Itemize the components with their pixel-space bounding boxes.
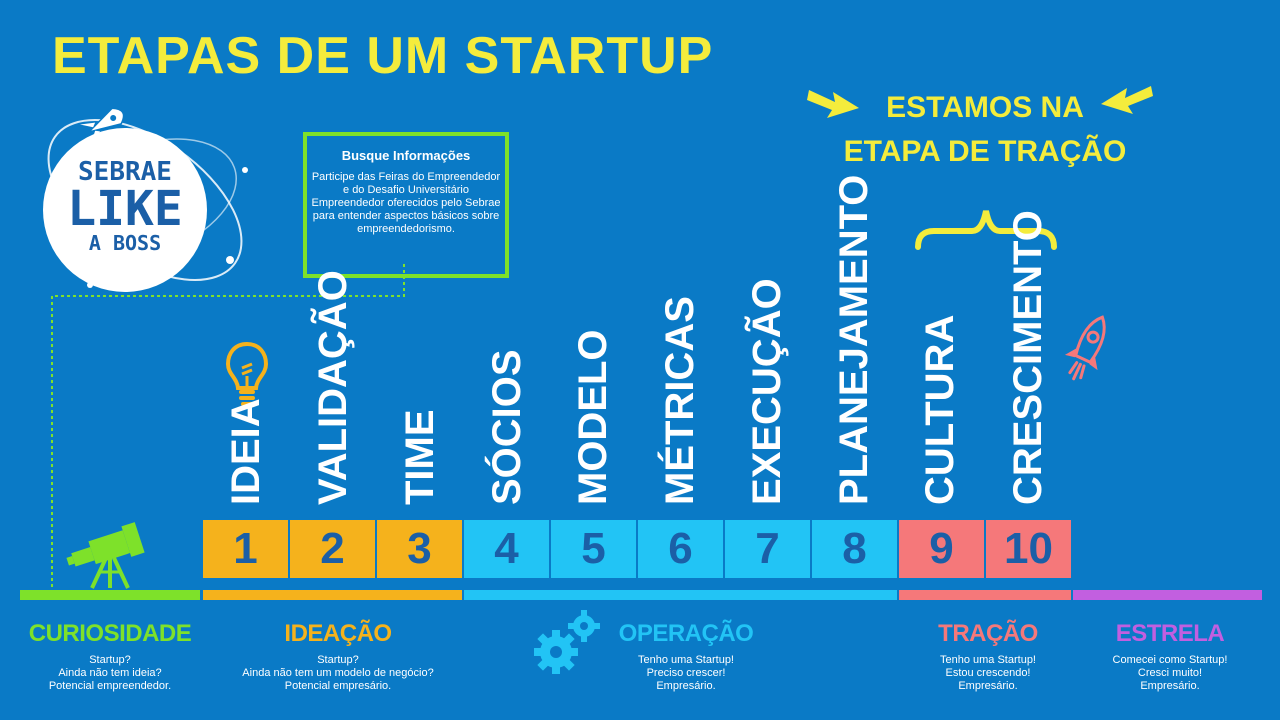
phase-curiosidade: CURIOSIDADE Startup? Ainda não tem ideia?… bbox=[0, 620, 230, 693]
stage-number-2: 2 bbox=[290, 520, 375, 578]
stage-number-8: 8 bbox=[812, 520, 897, 578]
phase-bar-operacao bbox=[464, 590, 897, 600]
info-box: Busque Informações Participe das Feiras … bbox=[303, 132, 509, 278]
phase-description: Tenho uma Startup! Estou crescendo! Empres… bbox=[939, 654, 1036, 692]
phase-ideacao: IDEAÇÃO Startup? Ainda não tem um modelo … bbox=[218, 620, 458, 693]
phase-name: ESTRELA bbox=[1115, 620, 1225, 647]
stage-number-10: 10 bbox=[986, 520, 1071, 578]
gears-icon bbox=[534, 610, 600, 674]
stage-label-3: TIME bbox=[398, 409, 442, 505]
phase-description: Startup? Ainda não tem ideia? Potencial em… bbox=[48, 654, 172, 692]
info-box-body: Participe das Feiras do Empreendedor e d… bbox=[311, 171, 501, 235]
brace-icon bbox=[915, 210, 1057, 250]
sebrae-logo: SEBRAE LIKE A BOSS bbox=[43, 119, 248, 292]
stage-label-6: MÉTRICAS bbox=[658, 296, 702, 505]
page-title: ETAPAS DE UM STARTUP bbox=[52, 27, 714, 85]
stage-number-3: 3 bbox=[377, 520, 462, 578]
phase-description: Comecei como Startup! Cresci muito! Empres… bbox=[1112, 654, 1228, 692]
logo-line-1: SEBRAE bbox=[78, 157, 172, 187]
stage-label-5: MODELO bbox=[571, 329, 615, 505]
phase-bar-tracao bbox=[899, 590, 1071, 600]
logo-line-2: LIKE bbox=[67, 181, 183, 237]
phase-name: IDEAÇÃO bbox=[284, 620, 392, 647]
callout-text: ESTAMOS NA ETAPA DE TRAÇÃO bbox=[820, 86, 1150, 174]
phase-bar-estrela bbox=[1073, 590, 1262, 600]
stage-label-9: CULTURA bbox=[918, 314, 962, 505]
stage-number-6: 6 bbox=[638, 520, 723, 578]
phase-estrela: ESTRELA Comecei como Startup! Cresci muit… bbox=[1050, 620, 1280, 693]
stage-number-4: 4 bbox=[464, 520, 549, 578]
arrow-left-icon bbox=[1101, 86, 1153, 114]
lightbulb-icon bbox=[225, 341, 269, 406]
stage-label-10: CRESCIMENTO bbox=[1006, 210, 1050, 505]
phase-name: OPERAÇÃO bbox=[618, 620, 754, 647]
rocket-icon bbox=[79, 107, 125, 142]
stage-number-7: 7 bbox=[725, 520, 810, 578]
arrow-right-icon bbox=[807, 90, 859, 118]
phase-operacao: OPERAÇÃO Tenho uma Startup! Preciso cresc… bbox=[566, 620, 806, 693]
stage-number-9: 9 bbox=[899, 520, 984, 578]
info-box-heading: Busque Informações bbox=[341, 148, 471, 163]
phase-name: TRAÇÃO bbox=[938, 620, 1038, 647]
stage-label-4: SÓCIOS bbox=[485, 349, 529, 505]
callout-line-1: ESTAMOS NA bbox=[886, 91, 1084, 124]
stage-number-5: 5 bbox=[551, 520, 636, 578]
phase-bar-curiosidade bbox=[20, 590, 200, 600]
phase-description: Tenho uma Startup! Preciso crescer! Empres… bbox=[637, 654, 734, 692]
logo-line-3: A BOSS bbox=[89, 231, 161, 255]
stage-number-1: 1 bbox=[203, 520, 288, 578]
phase-bar-ideacao bbox=[203, 590, 462, 600]
phase-description: Startup? Ainda não tem um modelo de negóc… bbox=[242, 654, 434, 692]
rocket-pink-icon bbox=[1064, 315, 1106, 381]
stage-label-8: PLANEJAMENTO bbox=[832, 174, 876, 505]
telescope-icon bbox=[66, 522, 145, 589]
phase-name: CURIOSIDADE bbox=[28, 620, 192, 647]
phase-tracao: TRAÇÃO Tenho uma Startup! Estou crescendo… bbox=[868, 620, 1108, 693]
stage-label-1: IDEIA bbox=[224, 398, 268, 505]
stage-label-2: VALIDAÇÃO bbox=[311, 270, 355, 505]
callout-line-2: ETAPA DE TRAÇÃO bbox=[843, 135, 1127, 168]
stage-label-7: EXECUÇÃO bbox=[745, 278, 789, 505]
